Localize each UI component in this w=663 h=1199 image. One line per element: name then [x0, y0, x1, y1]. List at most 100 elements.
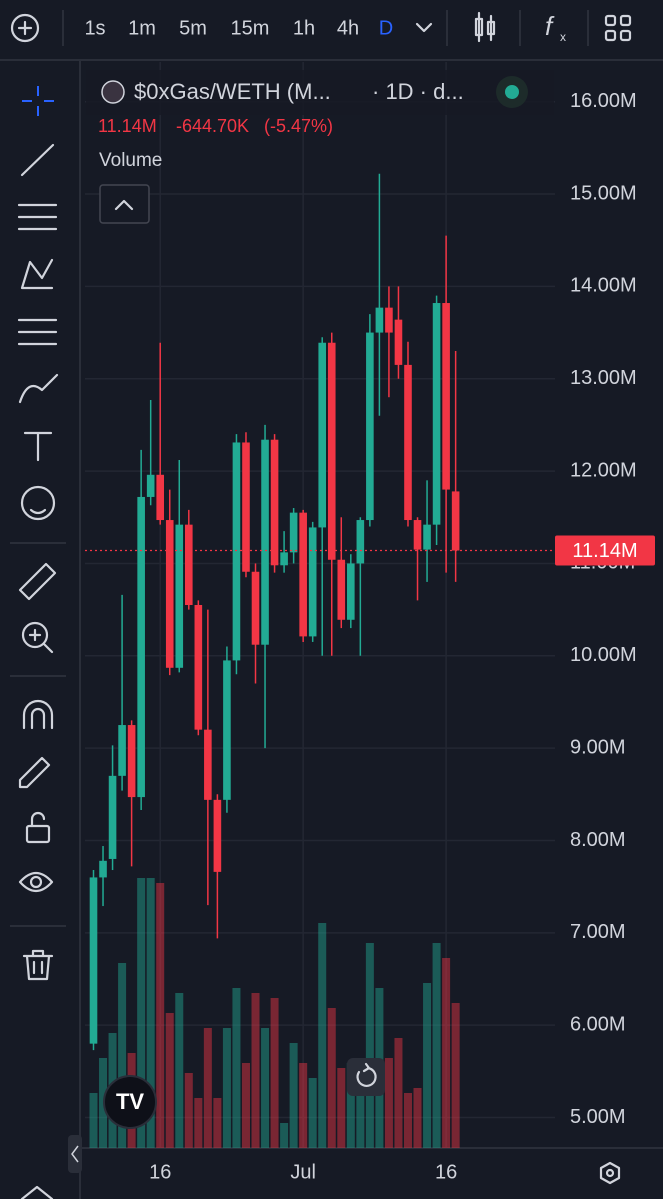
candle-body [308, 527, 317, 637]
candle-body [213, 799, 222, 872]
interval-button[interactable]: 1m [128, 17, 156, 39]
volume-bar [451, 1003, 460, 1148]
volume-bar [356, 1058, 365, 1148]
pattern-tool[interactable] [20, 258, 54, 290]
y-tick-label: 16.00M [570, 90, 637, 112]
last-price-badge [555, 535, 655, 566]
lock-tool[interactable] [25, 824, 51, 844]
interval-button[interactable]: 5m [179, 17, 207, 39]
collapse-icon [114, 199, 134, 211]
candle-body [223, 660, 231, 800]
volume-bar [261, 1028, 270, 1148]
candle-body [394, 319, 403, 365]
lock-drawings-tool[interactable] [18, 756, 51, 789]
volume-bar [289, 1043, 298, 1148]
collapse-button[interactable] [99, 184, 150, 224]
candle-body [318, 342, 327, 528]
chart-type-button[interactable] [474, 11, 496, 43]
hide-icon [29, 875, 43, 889]
volume-bar [156, 883, 165, 1148]
y-tick-label: 12.00M [570, 459, 637, 481]
logo-mark: TV [116, 1089, 144, 1114]
candle-body [347, 563, 355, 620]
candle-body [137, 496, 145, 798]
volume-bar [222, 1028, 231, 1148]
crosshair-tool[interactable] [22, 86, 54, 116]
volume-bar [337, 1068, 346, 1148]
brush-tool[interactable] [18, 373, 59, 404]
candle-body [356, 520, 365, 564]
emoji-tool[interactable] [20, 485, 56, 521]
volume-bar [118, 963, 127, 1148]
zoom-icon [28, 628, 54, 654]
side-tab[interactable] [68, 1135, 82, 1173]
candle-body [156, 474, 165, 521]
fib-tool[interactable] [17, 203, 58, 231]
x-tick-label: 16 [435, 1161, 457, 1183]
legend-backdrop [86, 70, 554, 115]
volume-title: Volume [99, 150, 162, 171]
tradingview-logo[interactable] [103, 1075, 157, 1129]
zoom-tool[interactable] [21, 621, 49, 649]
last-price-label: 11.14M [572, 540, 637, 562]
candle-body [299, 512, 307, 637]
volume-bar [346, 1063, 355, 1148]
candle-body [146, 474, 155, 497]
add-button[interactable] [10, 13, 40, 43]
candle-body [413, 520, 422, 550]
candle-body [261, 439, 269, 645]
candle-body [451, 491, 460, 551]
magnet-tool[interactable] [22, 699, 54, 730]
candle-body [385, 307, 393, 333]
top-bar: f x [10, 10, 632, 46]
prediction-tool[interactable] [17, 318, 58, 346]
candle-body [327, 342, 336, 560]
layout-icon [604, 14, 617, 27]
drawing-toolbar [10, 86, 66, 981]
bottom-handle[interactable] [20, 1185, 54, 1199]
volume-bar [175, 993, 184, 1148]
volume-bar [213, 1098, 222, 1148]
volume-bar [270, 998, 279, 1148]
layout-button[interactable] [604, 14, 632, 42]
layout-icon [604, 29, 617, 42]
trend-line-tool[interactable] [20, 143, 55, 177]
more-intervals[interactable] [415, 22, 433, 33]
hide-tool[interactable] [18, 871, 54, 893]
candle-body [375, 307, 384, 333]
interval-button[interactable]: 1h [293, 17, 315, 39]
delete-tool[interactable] [22, 949, 54, 981]
candle-body [270, 439, 279, 566]
chart-area: 5.00M6.00M7.00M8.00M9.00M10.00M11.00M12.… [82, 62, 663, 1183]
last-price: 11.14M [98, 116, 157, 136]
candle-body [118, 725, 126, 776]
y-tick-label: 13.00M [570, 367, 637, 389]
ruler-tool[interactable] [18, 562, 57, 601]
interval-button[interactable]: 4h [337, 17, 359, 39]
candle-body [204, 729, 212, 800]
candle-body [432, 303, 441, 525]
reset-icon [356, 1062, 377, 1087]
volume-bar [89, 1093, 98, 1148]
interval-button[interactable]: D [379, 17, 393, 39]
candle-body [99, 860, 107, 878]
indicators-button[interactable]: f [545, 11, 555, 41]
symbol-logo [101, 80, 125, 104]
volume-bar [184, 1073, 193, 1148]
volume-bar [146, 878, 155, 1148]
interval-button[interactable]: 1s [84, 17, 105, 39]
symbol-name[interactable]: $0xGas/WETH (M... [134, 79, 331, 104]
settings-button[interactable] [599, 1161, 621, 1185]
volume-bar [137, 878, 146, 1148]
volume-bar [423, 983, 432, 1148]
interval-button[interactable]: 15m [231, 17, 270, 39]
reset-button[interactable] [347, 1058, 385, 1096]
x-tick-label: 16 [149, 1161, 171, 1183]
text-tool[interactable] [23, 431, 53, 462]
price-change-pct: (-5.47%) [264, 116, 333, 136]
volume-bar [413, 1088, 422, 1148]
layout-icon [619, 29, 632, 42]
volume-bar [194, 1098, 203, 1148]
indicators-icon: x [560, 30, 566, 44]
volume-bar [241, 1063, 250, 1148]
